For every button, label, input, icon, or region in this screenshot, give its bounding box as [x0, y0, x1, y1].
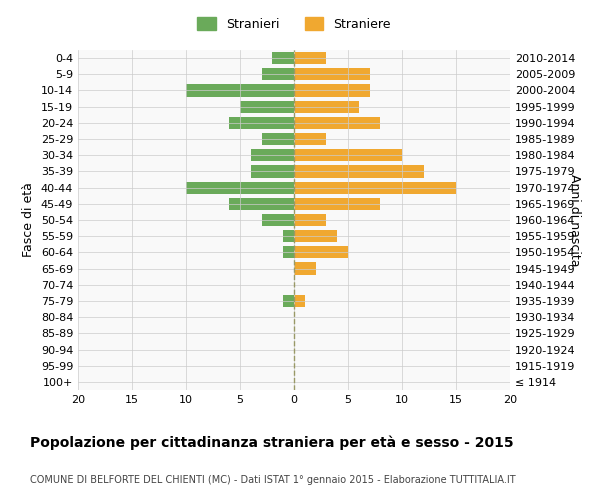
Text: COMUNE DI BELFORTE DEL CHIENTI (MC) - Dati ISTAT 1° gennaio 2015 - Elaborazione : COMUNE DI BELFORTE DEL CHIENTI (MC) - Da…: [30, 475, 515, 485]
Bar: [186, 182, 294, 194]
Bar: [294, 230, 337, 242]
Bar: [294, 214, 326, 226]
Bar: [294, 52, 326, 64]
Bar: [272, 52, 294, 64]
Bar: [294, 149, 402, 162]
Bar: [283, 246, 294, 258]
Bar: [186, 84, 294, 96]
Bar: [262, 68, 294, 80]
Bar: [251, 149, 294, 162]
Bar: [251, 166, 294, 177]
Bar: [240, 100, 294, 112]
Y-axis label: Fasce di età: Fasce di età: [22, 182, 35, 258]
Legend: Stranieri, Straniere: Stranieri, Straniere: [192, 12, 396, 36]
Bar: [262, 133, 294, 145]
Bar: [294, 100, 359, 112]
Bar: [229, 117, 294, 129]
Text: Popolazione per cittadinanza straniera per età e sesso - 2015: Popolazione per cittadinanza straniera p…: [30, 435, 514, 450]
Bar: [294, 133, 326, 145]
Bar: [294, 166, 424, 177]
Bar: [294, 295, 305, 307]
Bar: [283, 230, 294, 242]
Bar: [294, 246, 348, 258]
Bar: [262, 214, 294, 226]
Bar: [229, 198, 294, 210]
Bar: [294, 117, 380, 129]
Bar: [294, 262, 316, 274]
Bar: [294, 182, 456, 194]
Bar: [294, 198, 380, 210]
Bar: [283, 295, 294, 307]
Bar: [294, 68, 370, 80]
Y-axis label: Anni di nascita: Anni di nascita: [568, 174, 581, 266]
Bar: [294, 84, 370, 96]
